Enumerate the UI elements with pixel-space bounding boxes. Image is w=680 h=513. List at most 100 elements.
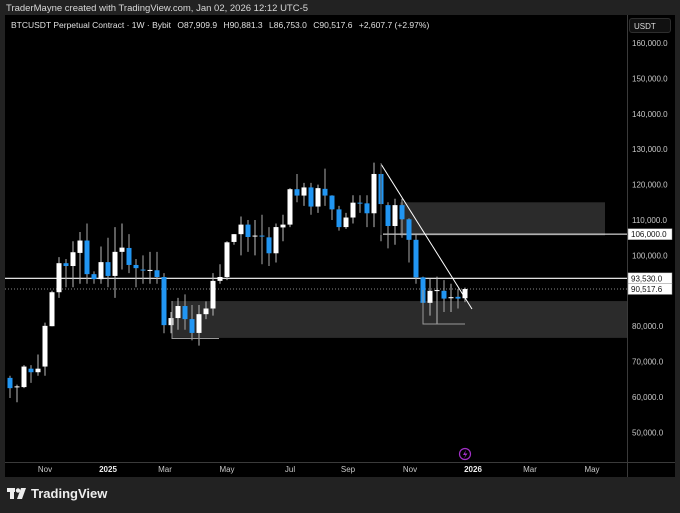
tradingview-logo[interactable]: TradingView: [7, 486, 107, 501]
candle-body: [315, 188, 321, 207]
price-label-level_106k: 106,000.0: [631, 230, 667, 239]
candle-body: [441, 290, 447, 299]
symbol-name[interactable]: BTCUSDT Perpetual Contract · 1W · Bybit: [11, 20, 171, 30]
range-bracket: [422, 290, 465, 325]
price-tick-label: 140,000.0: [632, 110, 668, 119]
price-tick-label: 160,000.0: [632, 39, 668, 48]
candle-body: [161, 276, 167, 326]
candle-body: [133, 264, 139, 269]
candle-body: [42, 325, 48, 367]
candle-body: [147, 269, 153, 271]
candle-body: [385, 205, 391, 227]
candle-body: [427, 290, 433, 303]
candle-body: [203, 308, 209, 315]
candle-body: [357, 202, 363, 204]
price-tick-label: 50,000.0: [632, 428, 664, 437]
candle-body: [399, 205, 405, 220]
candle-body: [273, 227, 279, 254]
candle-body: [455, 296, 461, 299]
candle-body: [77, 240, 83, 253]
time-tick-label: Mar: [523, 465, 537, 474]
time-tick-label: 2026: [464, 465, 482, 474]
time-tick-label: Nov: [403, 465, 417, 474]
candle-body: [98, 262, 104, 280]
price-label-box: [627, 283, 673, 295]
candle-body: [182, 306, 188, 320]
candle-body: [112, 251, 118, 276]
price-tick-label: 100,000.0: [632, 251, 668, 260]
brand-name: TradingView: [31, 486, 108, 501]
open-value: O87,909.9: [177, 20, 218, 30]
candle-body: [105, 262, 111, 276]
levels: [5, 233, 627, 290]
candle-body: [392, 205, 398, 227]
time-axis: Nov 2025 Mar May Jul Sep Nov 2026 Mar May: [38, 465, 600, 474]
supply-demand-zone: [400, 202, 605, 236]
candle-body: [196, 314, 202, 333]
candle-body: [63, 263, 69, 267]
time-tick-label: Mar: [158, 465, 172, 474]
candle-body: [462, 289, 468, 299]
candle-body: [21, 366, 27, 388]
symbol-legend: BTCUSDT Perpetual Contract · 1W · Bybit …: [11, 20, 433, 30]
candle-body: [252, 235, 258, 237]
candle-body: [49, 292, 55, 327]
price-tick-label: 80,000.0: [632, 322, 664, 331]
price-labels: 106,000.0 93,530.0 90,517.6: [627, 228, 673, 295]
change-value: +2,607.7 (+2.97%): [358, 20, 430, 30]
price-label-level_93k: 93,530.0: [631, 274, 663, 283]
candle-body: [308, 187, 314, 207]
credit-text: TraderMayne created with TradingView.com…: [6, 3, 309, 14]
price-label-box: [627, 228, 673, 240]
price-axis: 160,000.0 150,000.0 140,000.0 130,000.0 120,…: [632, 39, 668, 437]
price-tick-label: 150,000.0: [632, 74, 668, 83]
candle-body: [413, 239, 419, 278]
price-tick-label: 110,000.0: [632, 216, 668, 225]
candle-body: [371, 173, 377, 214]
candles: [7, 162, 468, 403]
candle-body: [14, 386, 20, 388]
low-value: L86,753.0: [269, 20, 307, 30]
candle-body: [280, 224, 286, 228]
drawings: [171, 163, 473, 339]
candle-body: [322, 188, 328, 196]
zones: [172, 202, 627, 338]
time-tick-label: Jul: [285, 465, 295, 474]
candle-body: [28, 368, 34, 373]
supply-demand-zone: [172, 301, 627, 338]
candle-body: [189, 319, 195, 333]
candle-body: [119, 247, 125, 252]
trendline: [380, 163, 473, 310]
price-tick-label: 130,000.0: [632, 145, 668, 154]
candle-body: [84, 240, 90, 275]
price-tick-label: 70,000.0: [632, 358, 664, 367]
candle-body: [301, 187, 307, 196]
candle-body: [231, 234, 237, 242]
candle-body: [217, 276, 223, 281]
candle-body: [35, 368, 41, 373]
range-bracket: [171, 301, 219, 339]
price-tick-label: 60,000.0: [632, 393, 664, 402]
candle-body: [287, 189, 293, 225]
candle-body: [70, 252, 76, 267]
candle-body: [7, 377, 13, 389]
tradingview-logo-icon: [7, 487, 26, 499]
currency-button[interactable]: USDT: [629, 18, 671, 33]
candle-body: [350, 202, 356, 218]
candle-body: [238, 224, 244, 235]
lightning-icon[interactable]: [458, 447, 472, 461]
chart-panel[interactable]: [5, 15, 675, 477]
candle-body: [434, 290, 440, 292]
time-tick-label: May: [584, 465, 599, 474]
candle-body: [266, 237, 272, 254]
candle-body: [56, 263, 62, 293]
candle-body: [294, 189, 300, 196]
price-tick-label: 120,000.0: [632, 181, 668, 190]
candle-body: [175, 306, 181, 319]
candle-body: [336, 209, 342, 228]
candle-body: [259, 235, 265, 237]
candle-body: [329, 195, 335, 210]
price-label-last_price: 90,517.6: [631, 285, 663, 294]
candle-body: [210, 280, 216, 309]
